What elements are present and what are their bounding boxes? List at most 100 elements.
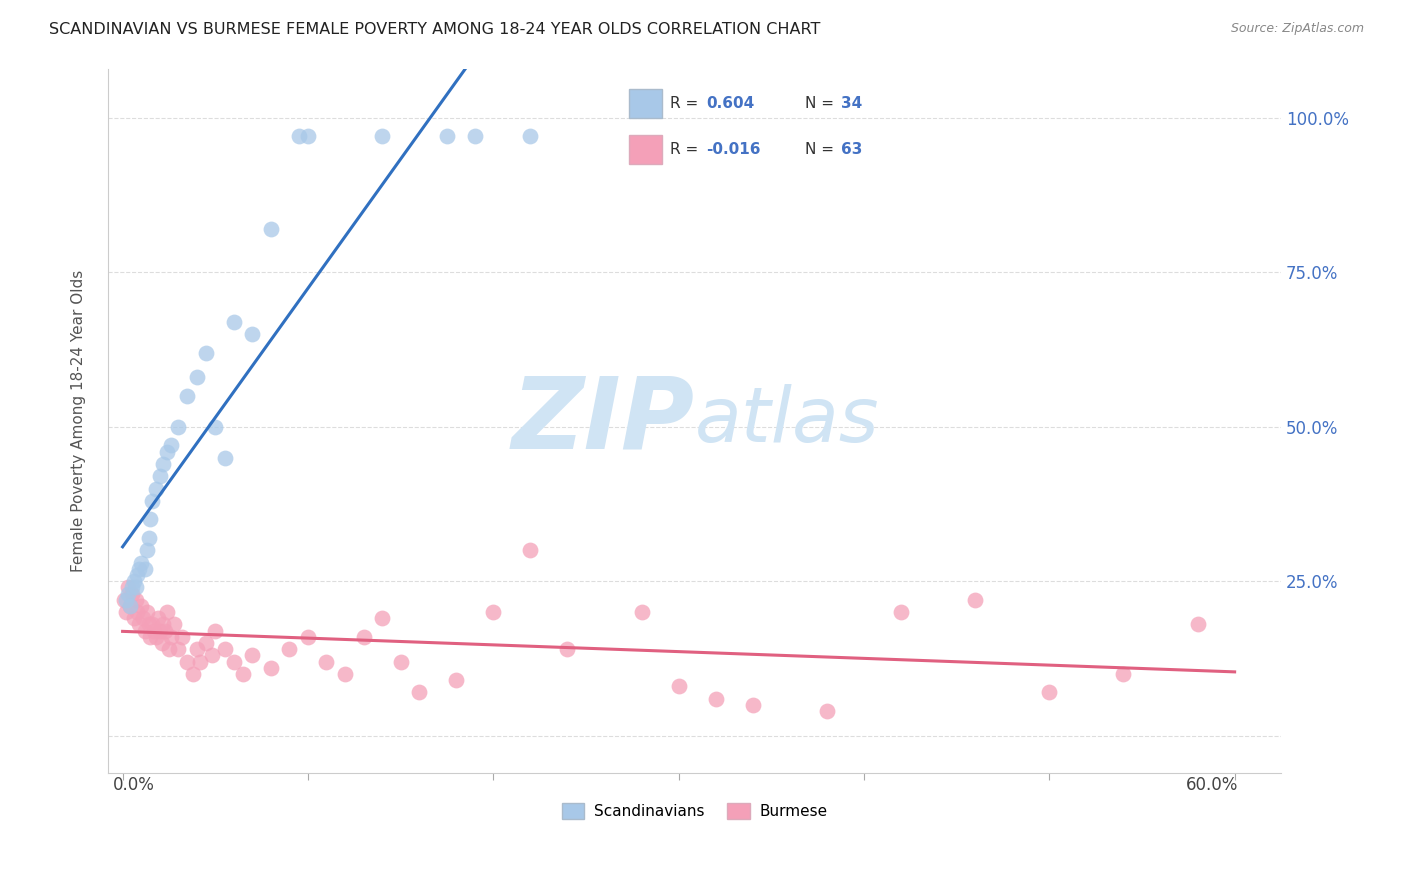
Point — [186, 642, 208, 657]
Point — [200, 648, 222, 663]
Point — [118, 599, 141, 613]
Point — [181, 666, 204, 681]
Point — [214, 450, 236, 465]
Point — [129, 599, 152, 613]
Point — [195, 345, 218, 359]
Point — [204, 419, 226, 434]
Point — [128, 562, 150, 576]
Point — [519, 129, 541, 144]
Point — [371, 129, 394, 144]
Point — [150, 636, 173, 650]
Point — [630, 605, 652, 619]
Point — [1038, 685, 1060, 699]
Point — [297, 129, 319, 144]
Point — [128, 617, 150, 632]
Text: SCANDINAVIAN VS BURMESE FEMALE POVERTY AMONG 18-24 YEAR OLDS CORRELATION CHART: SCANDINAVIAN VS BURMESE FEMALE POVERTY A… — [49, 22, 821, 37]
Point — [315, 655, 337, 669]
Point — [222, 315, 245, 329]
Point — [141, 494, 163, 508]
Point — [371, 611, 394, 625]
Point — [141, 617, 163, 632]
Point — [135, 605, 157, 619]
Point — [741, 698, 763, 712]
Point — [240, 327, 263, 342]
Point — [159, 438, 181, 452]
Point — [121, 586, 143, 600]
Point — [815, 704, 838, 718]
Point — [464, 129, 486, 144]
Point — [190, 655, 212, 669]
Point — [195, 636, 218, 650]
Point — [135, 543, 157, 558]
Point — [444, 673, 467, 687]
Point — [132, 611, 155, 625]
Point — [115, 592, 138, 607]
Point — [157, 642, 180, 657]
Point — [149, 469, 172, 483]
Point — [127, 605, 149, 619]
Point — [176, 389, 198, 403]
Point — [278, 642, 301, 657]
Point — [557, 642, 579, 657]
Point — [149, 624, 172, 638]
Point — [159, 630, 181, 644]
Point — [186, 370, 208, 384]
Point — [118, 599, 141, 613]
Point — [134, 624, 156, 638]
Point — [389, 655, 412, 669]
Point — [121, 581, 143, 595]
Point — [232, 666, 254, 681]
Point — [127, 568, 149, 582]
Point — [129, 556, 152, 570]
Point — [156, 605, 179, 619]
Point — [333, 666, 356, 681]
Point — [167, 419, 190, 434]
Point — [170, 630, 193, 644]
Point — [152, 457, 174, 471]
Point — [222, 655, 245, 669]
Point — [965, 592, 987, 607]
Point — [167, 642, 190, 657]
Point — [143, 624, 166, 638]
Point — [117, 586, 139, 600]
Point — [117, 581, 139, 595]
Point — [122, 574, 145, 589]
Point — [138, 617, 160, 632]
Point — [353, 630, 375, 644]
Y-axis label: Female Poverty Among 18-24 Year Olds: Female Poverty Among 18-24 Year Olds — [72, 269, 86, 572]
Point — [704, 691, 727, 706]
Point — [122, 611, 145, 625]
Point — [145, 630, 167, 644]
Point — [176, 655, 198, 669]
Point — [152, 617, 174, 632]
Point — [114, 592, 136, 607]
Text: 60.0%: 60.0% — [1185, 776, 1239, 794]
Point — [214, 642, 236, 657]
Point — [146, 611, 169, 625]
Point — [1112, 666, 1135, 681]
Point — [156, 444, 179, 458]
Point — [124, 592, 146, 607]
Legend: Scandinavians, Burmese: Scandinavians, Burmese — [555, 797, 834, 825]
Point — [1187, 617, 1209, 632]
Point — [139, 512, 162, 526]
Point — [124, 581, 146, 595]
Point — [482, 605, 505, 619]
Text: ZIP: ZIP — [512, 372, 695, 469]
Point — [260, 222, 283, 236]
Text: atlas: atlas — [695, 384, 879, 458]
Point — [240, 648, 263, 663]
Point — [115, 605, 138, 619]
Text: Source: ZipAtlas.com: Source: ZipAtlas.com — [1230, 22, 1364, 36]
Point — [155, 624, 177, 638]
Point — [138, 531, 160, 545]
Text: 0.0%: 0.0% — [114, 776, 155, 794]
Point — [519, 543, 541, 558]
Point — [260, 661, 283, 675]
Point — [408, 685, 430, 699]
Point — [134, 562, 156, 576]
Point — [204, 624, 226, 638]
Point — [890, 605, 912, 619]
Point — [139, 630, 162, 644]
Point — [297, 630, 319, 644]
